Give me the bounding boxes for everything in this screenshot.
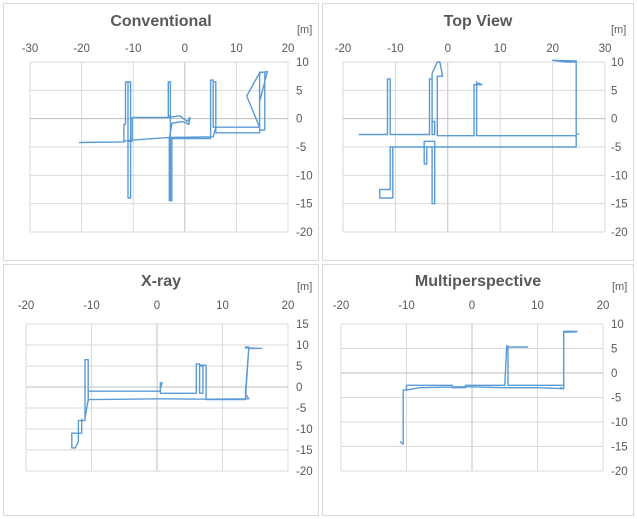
x-tick-label: 0: [445, 43, 451, 55]
y-tick-label: 10: [296, 340, 309, 352]
y-tick-label: -10: [611, 417, 628, 429]
x-tick-label: -10: [398, 300, 415, 312]
chart-title: Top View: [443, 13, 513, 30]
y-tick-label: 5: [611, 85, 617, 97]
y-tick-label: -15: [611, 442, 628, 454]
y-tick-label: -20: [611, 466, 628, 478]
x-tick-label: 20: [282, 43, 295, 55]
y-unit-label: [m]: [612, 281, 628, 293]
y-tick-label: 5: [611, 344, 617, 356]
x-tick-label: -30: [22, 43, 39, 55]
x-tick-label: 10: [531, 300, 544, 312]
chart-panel-multiperspective: Multiperspective [m] -20 -10 0 10 20 10 5 0 -5 -1…: [322, 264, 634, 516]
chart-panel-x-ray: X-ray [m] -20 -10 0 10 20 15 10 5 0 -5 -10 -15 -20: [3, 264, 319, 516]
y-tick-label: -5: [611, 142, 621, 154]
y-tick-label: -15: [296, 445, 313, 457]
y-unit-label: [m]: [297, 281, 313, 293]
y-tick-label: 0: [296, 382, 302, 394]
y-tick-label: 0: [611, 368, 617, 380]
y-tick-label: 0: [296, 114, 302, 126]
chart-panel-top-view: Top View [m] -20 -10 0 10 20 30 10 5 0 -5 -10 -15 -2…: [322, 3, 634, 261]
y-tick-label: 15: [296, 319, 309, 331]
x-tick-label: 10: [216, 300, 229, 312]
x-tick-label: 30: [599, 43, 612, 55]
y-tick-label: -5: [296, 403, 306, 415]
x-tick-label: 10: [494, 43, 507, 55]
trajectory-line: [399, 330, 578, 445]
x-tick-label: -20: [333, 300, 350, 312]
x-tick-label: 0: [469, 300, 475, 312]
x-tick-label: -10: [125, 43, 142, 55]
y-tick-label: -20: [296, 227, 313, 239]
y-tick-label: -20: [296, 466, 313, 478]
x-tick-label: -20: [18, 300, 35, 312]
y-unit-label: [m]: [297, 24, 313, 36]
y-tick-label: 5: [296, 361, 302, 373]
x-tick-label: -20: [335, 43, 352, 55]
trajectory-line: [78, 70, 269, 202]
y-tick-label: -20: [611, 227, 628, 239]
chart-panel-conventional: Conventional [m] -30 -20 -10 0 10 20 10 5 0 -5 -10…: [3, 3, 319, 261]
y-tick-label: 10: [296, 57, 309, 69]
chart-plot: -20 -10 0 10 20 30 10 5 0 -5 -10 -15 -20: [335, 43, 628, 239]
y-unit-label: [m]: [611, 24, 627, 36]
y-tick-label: -5: [296, 142, 306, 154]
y-tick-label: -15: [611, 199, 628, 211]
y-tick-label: -15: [296, 199, 313, 211]
y-tick-label: -5: [611, 393, 621, 405]
y-tick-label: 10: [611, 57, 624, 69]
x-tick-label: 10: [230, 43, 243, 55]
y-tick-label: -10: [296, 424, 313, 436]
x-tick-label: 20: [597, 300, 610, 312]
chart-title: X-ray: [140, 273, 182, 290]
y-tick-label: -10: [611, 170, 628, 182]
x-tick-label: -20: [73, 43, 90, 55]
x-tick-label: 20: [282, 300, 295, 312]
x-tick-label: 0: [154, 300, 160, 312]
x-tick-label: -10: [387, 43, 404, 55]
trajectory-line: [71, 346, 263, 449]
y-tick-label: 5: [296, 85, 302, 97]
chart-title: Multiperspective: [414, 273, 542, 290]
y-tick-label: 10: [611, 319, 624, 331]
y-tick-label: -10: [296, 170, 313, 182]
x-tick-label: 20: [546, 43, 559, 55]
y-tick-label: 0: [611, 114, 617, 126]
x-tick-label: 0: [182, 43, 188, 55]
trajectory-line: [358, 59, 580, 205]
x-tick-label: -10: [83, 300, 100, 312]
chart-title: Conventional: [110, 13, 212, 30]
